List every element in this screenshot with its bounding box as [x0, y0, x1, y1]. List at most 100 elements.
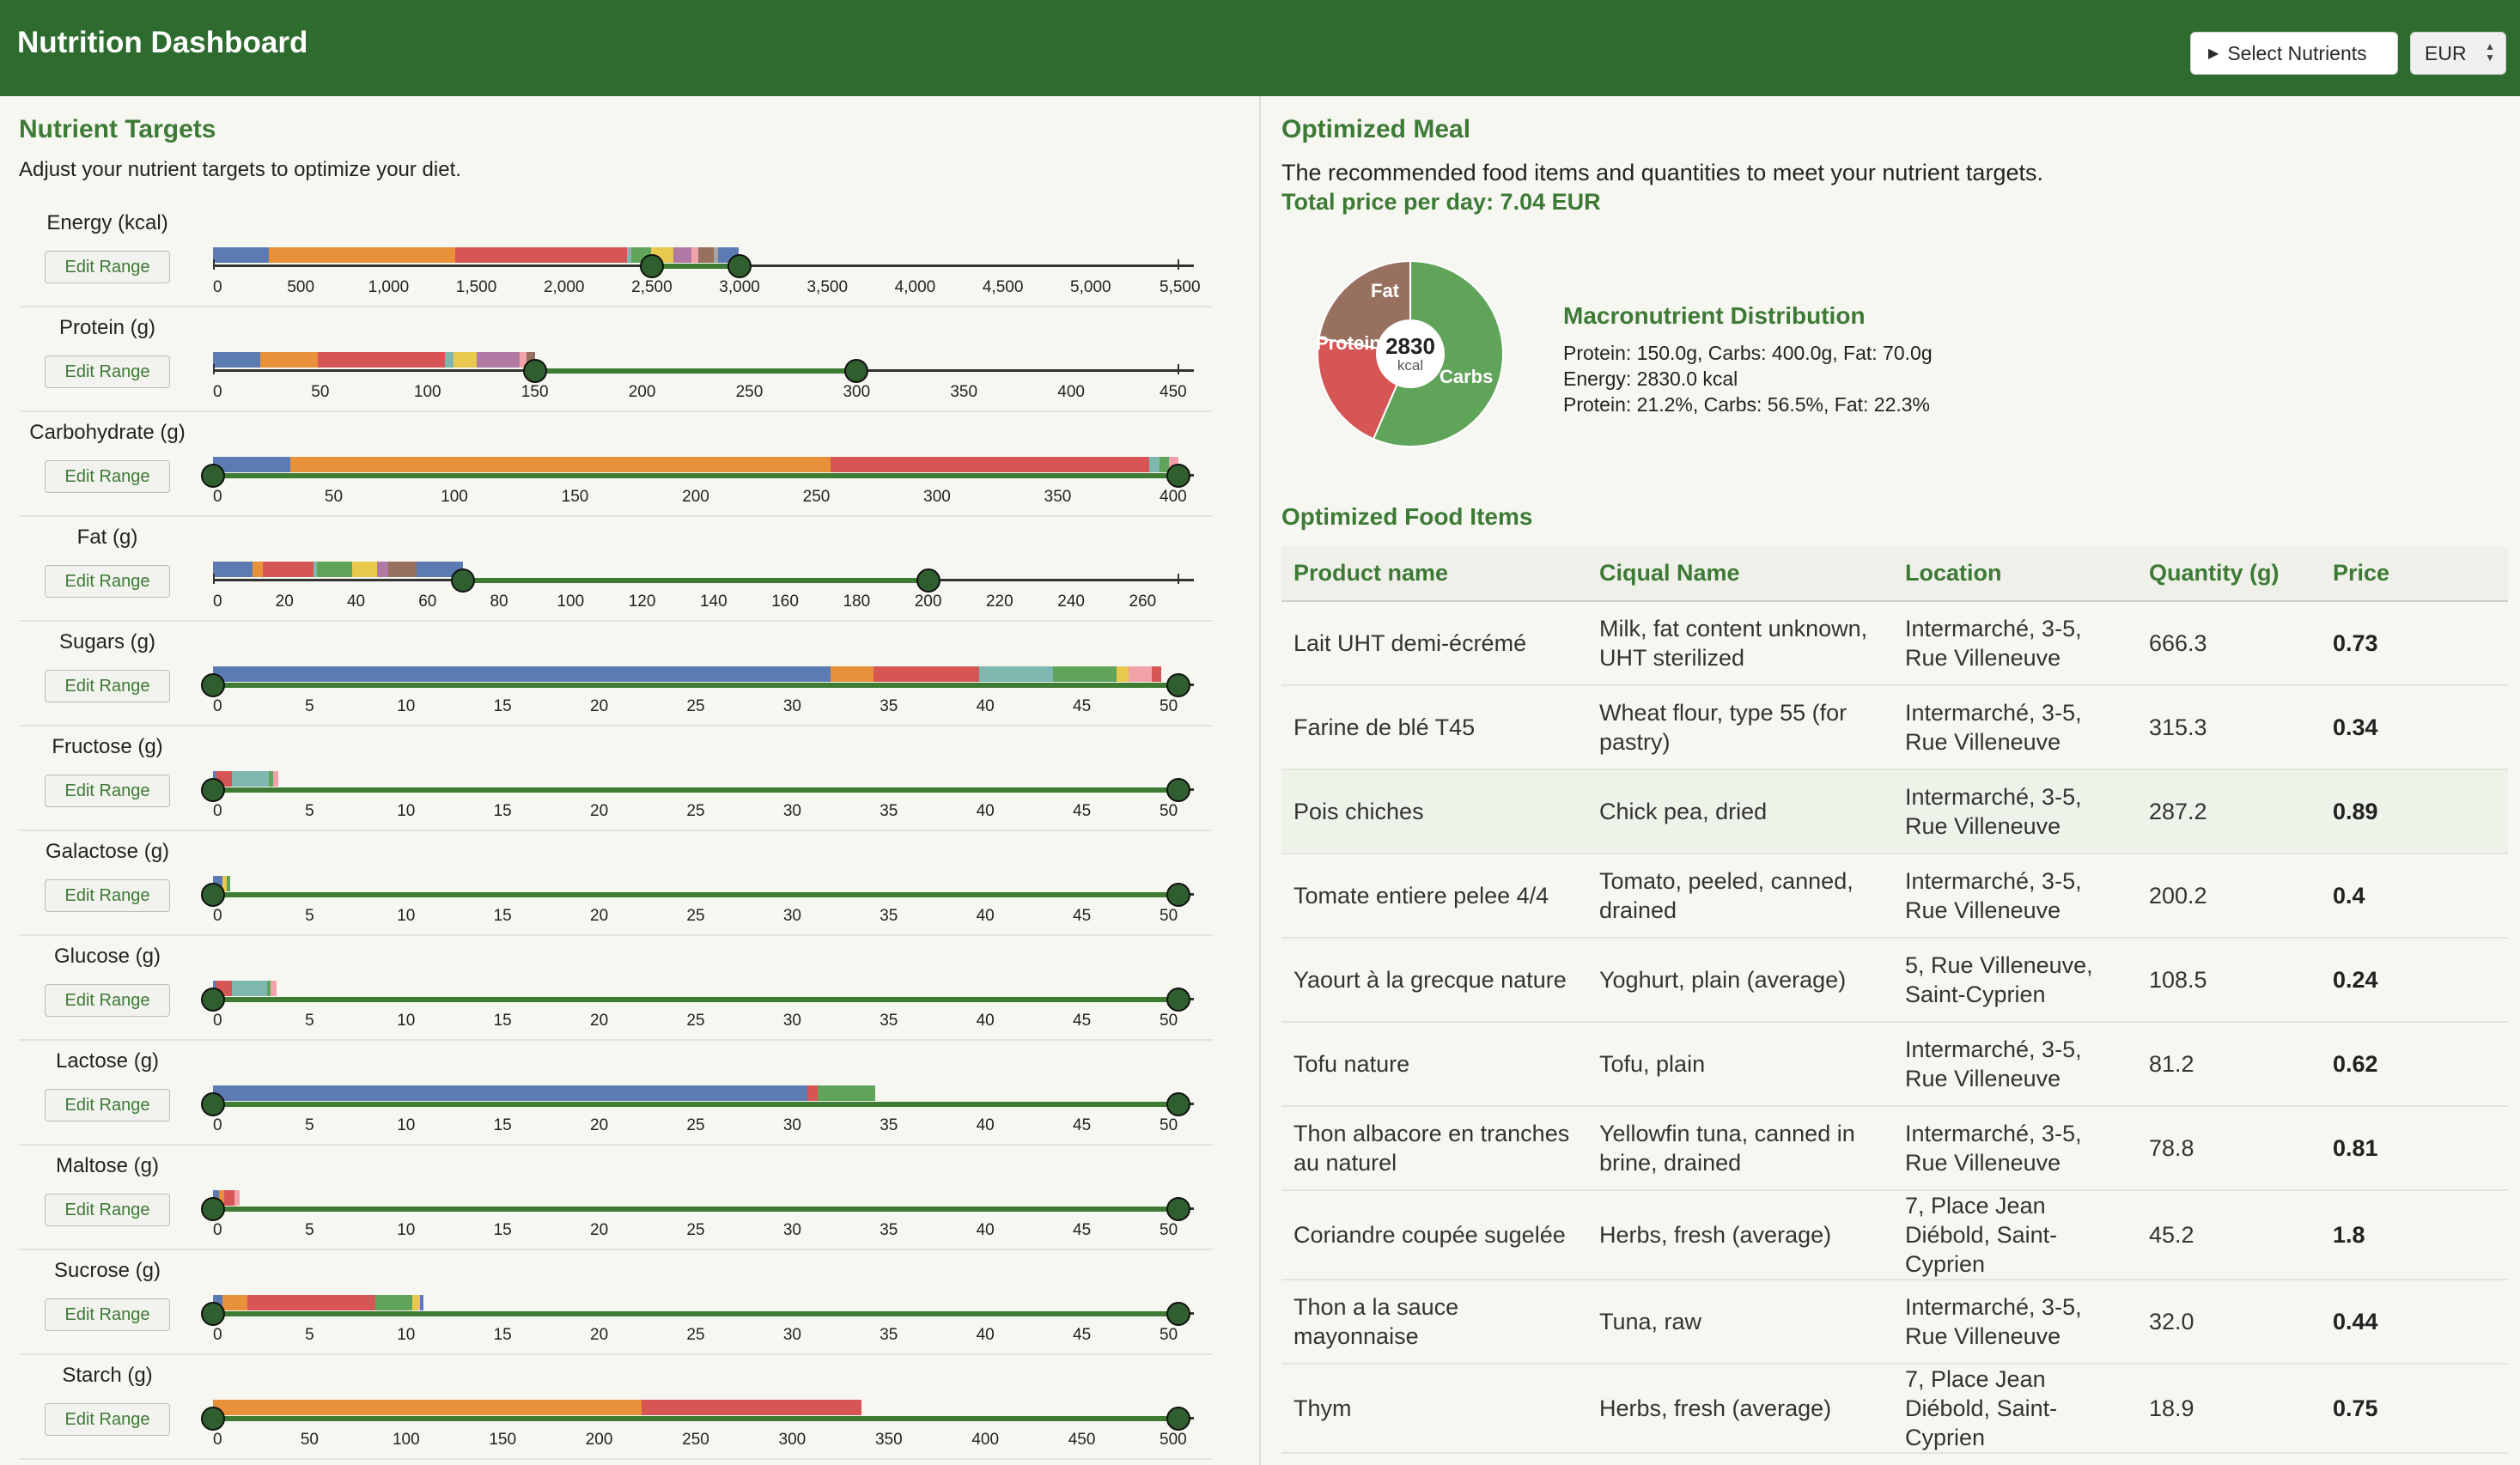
edit-range-button[interactable]: Edit Range [45, 1194, 170, 1226]
axis-tick-label: 220 [985, 593, 1013, 611]
nutrient-range-slider[interactable]: 0 50 100 150 200 250 300 350 400 450 500 [201, 1400, 1194, 1451]
axis-tick-label: 200 [914, 593, 942, 611]
nutrient-label: Galactose (g) [45, 840, 170, 863]
range-max-handle[interactable] [1166, 883, 1190, 907]
edit-range-button[interactable]: Edit Range [45, 1298, 170, 1331]
pie-label-protein: Protein [1316, 332, 1381, 354]
nutrient-range-slider[interactable]: 0 5 10 15 20 25 30 35 40 45 50 [201, 1295, 1194, 1346]
range-min-handle[interactable] [201, 1092, 225, 1116]
contribution-bar [213, 876, 1194, 891]
edit-range-button[interactable]: Edit Range [45, 460, 170, 493]
edit-range-button[interactable]: Edit Range [45, 1403, 170, 1436]
ciqual-name-cell: Herbs, fresh (average) [1587, 1190, 1893, 1280]
product-name-cell: Yaourt à la grecque nature [1281, 938, 1587, 1023]
table-row[interactable]: Thon albacore en tranches au naturel Yell… [1281, 1106, 2508, 1191]
axis-tick-label: 250 [802, 488, 831, 506]
table-row[interactable]: Lait UHT demi-écrémé Milk, fat content un… [1281, 601, 2508, 686]
axis-tick-label: 25 [686, 1221, 705, 1239]
range-min-handle[interactable] [201, 1302, 225, 1326]
nutrient-label: Fructose (g) [52, 735, 163, 758]
edit-range-button[interactable]: Edit Range [45, 356, 170, 388]
column-header-product-name[interactable]: Product name [1281, 546, 1587, 602]
range-max-handle[interactable] [1166, 778, 1190, 802]
range-min-handle[interactable] [201, 464, 225, 488]
range-min-handle[interactable] [201, 883, 225, 907]
range-min-handle[interactable] [201, 673, 225, 697]
nutrient-range-slider[interactable]: 0 5 10 15 20 25 30 35 40 45 50 [201, 666, 1194, 718]
edit-range-button[interactable]: Edit Range [45, 984, 170, 1017]
contribution-segment [1159, 457, 1169, 472]
range-max-handle[interactable] [1166, 1302, 1190, 1326]
axis-tick-label: 80 [490, 593, 508, 611]
edit-range-button[interactable]: Edit Range [45, 251, 170, 283]
range-min-handle[interactable] [201, 1407, 225, 1431]
axis-tick-label: 2,000 [543, 278, 585, 296]
range-max-handle[interactable] [1166, 673, 1190, 697]
contribution-segment [269, 247, 456, 263]
nutrient-range-slider[interactable]: 0 5 10 15 20 25 30 35 40 45 50 [201, 876, 1194, 927]
axis-tick-label: 5 [305, 802, 314, 820]
range-max-handle[interactable] [727, 254, 752, 278]
table-row[interactable]: Thym Herbs, fresh (average) 7, Place Jean … [1281, 1364, 2508, 1454]
table-row[interactable]: Tofu nature Tofu, plain Intermarché, 3-5, … [1281, 1022, 2508, 1107]
nutrient-range-slider[interactable]: 0 50 100 150 200 250 300 350 400 [201, 457, 1194, 508]
range-max-handle[interactable] [1166, 1407, 1190, 1431]
range-max-handle[interactable] [916, 568, 940, 593]
range-max-handle[interactable] [1166, 464, 1190, 488]
nutrient-range-slider[interactable]: 0 20 40 60 80 100 120 140 160 180 200 220 240 260 [213, 562, 1194, 613]
table-row[interactable]: Coriandre coupée sugelée Herbs, fresh (av… [1281, 1190, 2508, 1280]
range-max-handle[interactable] [1166, 988, 1190, 1012]
edit-range-button[interactable]: Edit Range [45, 879, 170, 912]
range-min-handle[interactable] [639, 254, 664, 278]
axis-tick-label: 150 [489, 1431, 517, 1449]
axis-tick-label: 0 [213, 1431, 222, 1449]
table-row[interactable]: Tomate entiere pelee 4/4 Tomato, peeled, … [1281, 854, 2508, 939]
contribution-segment [213, 1400, 642, 1415]
quantity-cell: 200.2 [2137, 854, 2321, 939]
nutrient-label: Maltose (g) [55, 1154, 160, 1177]
select-nutrients-button[interactable]: ▶ Select Nutrients [2190, 32, 2398, 75]
column-header-quantity[interactable]: Quantity (g) [2137, 546, 2321, 602]
axis-tick-label: 1,500 [455, 278, 497, 296]
axis-tick-label: 40 [976, 907, 995, 925]
range-min-handle[interactable] [201, 1197, 225, 1221]
table-row[interactable]: Farine de blé T45 Wheat flour, type 55 (f… [1281, 685, 2508, 770]
nutrient-label: Lactose (g) [55, 1049, 160, 1073]
nutrient-range-slider[interactable]: 0 50 100 150 200 250 300 350 400 450 [213, 352, 1194, 404]
range-min-handle[interactable] [201, 778, 225, 802]
edit-range-button[interactable]: Edit Range [45, 565, 170, 598]
food-items-table: Product name Ciqual Name Location Quanti… [1281, 546, 2508, 1454]
table-row[interactable]: Yaourt à la grecque nature Yoghurt, plain… [1281, 938, 2508, 1023]
axis-tick-label: 260 [1129, 593, 1157, 611]
range-max-handle[interactable] [844, 359, 869, 383]
edit-range-button[interactable]: Edit Range [45, 670, 170, 702]
contribution-segment [831, 457, 1150, 472]
contribution-segment [444, 352, 453, 368]
axis-tick-label: 40 [976, 1326, 995, 1344]
currency-select[interactable]: EUR ▲ ▼ [2410, 32, 2506, 75]
nutrient-range-slider[interactable]: 0 5 10 15 20 25 30 35 40 45 50 [201, 981, 1194, 1032]
nutrient-range-slider[interactable]: 0 500 1,000 1,500 2,000 2,500 3,000 3,500 4,000 4… [213, 247, 1201, 299]
table-row[interactable]: Pois chiches Chick pea, dried Intermarché,… [1281, 769, 2508, 854]
nutrient-range-slider[interactable]: 0 5 10 15 20 25 30 35 40 45 50 [201, 1085, 1194, 1137]
column-header-ciqual-name[interactable]: Ciqual Name [1587, 546, 1893, 602]
edit-range-button[interactable]: Edit Range [45, 1089, 170, 1122]
range-min-handle[interactable] [201, 988, 225, 1012]
quantity-cell: 287.2 [2137, 769, 2321, 854]
contribution-segment [642, 1400, 862, 1415]
contribution-segment [979, 666, 1053, 682]
range-min-handle[interactable] [451, 568, 476, 593]
select-nutrients-label: Select Nutrients [2227, 41, 2367, 64]
column-header-location[interactable]: Location [1893, 546, 2137, 602]
range-max-handle[interactable] [1166, 1092, 1190, 1116]
range-max-handle[interactable] [1166, 1197, 1190, 1221]
edit-range-button[interactable]: Edit Range [45, 775, 170, 807]
range-min-handle[interactable] [522, 359, 547, 383]
nutrient-range-slider[interactable]: 0 5 10 15 20 25 30 35 40 45 50 [201, 1190, 1194, 1242]
column-header-price[interactable]: Price [2321, 546, 2508, 602]
axis-tick-label: 30 [782, 1012, 801, 1030]
table-row[interactable]: Thon a la sauce mayonnaise Tuna, raw Inter… [1281, 1280, 2508, 1365]
contribution-segment [271, 981, 277, 996]
quantity-cell: 666.3 [2137, 601, 2321, 686]
nutrient-range-slider[interactable]: 0 5 10 15 20 25 30 35 40 45 50 [201, 771, 1194, 823]
